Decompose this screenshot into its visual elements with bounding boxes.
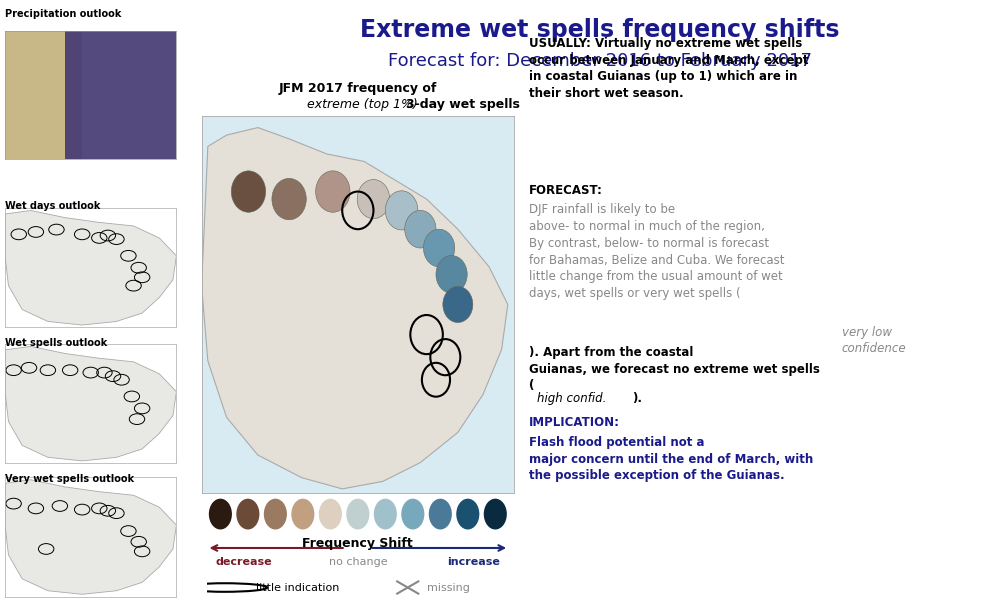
Circle shape xyxy=(316,171,350,212)
Circle shape xyxy=(401,499,424,529)
Bar xyxy=(65,31,176,159)
Text: very low
confidence: very low confidence xyxy=(842,326,906,356)
Text: DJF rainfall is likely to be
above- to normal in much of the region,
By contrast: DJF rainfall is likely to be above- to n… xyxy=(529,203,784,300)
Polygon shape xyxy=(202,127,508,489)
Bar xyxy=(5,31,83,159)
Text: 3-day wet spells: 3-day wet spells xyxy=(406,99,520,111)
Text: extreme (top 1%): extreme (top 1%) xyxy=(307,99,422,111)
Text: Wet spells outlook: Wet spells outlook xyxy=(5,338,107,348)
Text: Extreme wet spells frequency shifts: Extreme wet spells frequency shifts xyxy=(360,18,840,42)
Circle shape xyxy=(347,499,369,529)
Circle shape xyxy=(236,499,259,529)
Text: decrease: decrease xyxy=(216,557,272,567)
Text: ). Apart from the coastal
Guianas, we forecast no extreme wet spells
(: ). Apart from the coastal Guianas, we fo… xyxy=(529,346,821,392)
Text: Wet days outlook: Wet days outlook xyxy=(5,201,101,211)
Circle shape xyxy=(209,499,232,529)
Circle shape xyxy=(443,286,473,323)
Circle shape xyxy=(374,499,397,529)
Circle shape xyxy=(428,499,452,529)
Text: increase: increase xyxy=(448,557,500,567)
Text: high confid.: high confid. xyxy=(537,392,607,405)
Text: little indication: little indication xyxy=(249,583,340,592)
Text: ).: ). xyxy=(632,392,642,405)
Circle shape xyxy=(484,499,507,529)
Circle shape xyxy=(231,171,266,212)
Circle shape xyxy=(435,256,468,293)
Text: FORECAST:: FORECAST: xyxy=(529,184,603,196)
Text: Very wet spells outlook: Very wet spells outlook xyxy=(5,474,134,484)
Text: no change: no change xyxy=(329,557,387,567)
Text: Forecast for: December 2016 to February 2017: Forecast for: December 2016 to February … xyxy=(388,52,811,70)
Circle shape xyxy=(319,499,342,529)
Text: JFM 2017 frequency of: JFM 2017 frequency of xyxy=(278,82,437,95)
Text: Frequency Shift: Frequency Shift xyxy=(302,537,413,550)
Circle shape xyxy=(404,211,435,248)
Circle shape xyxy=(385,191,418,230)
Circle shape xyxy=(272,178,306,220)
Polygon shape xyxy=(5,211,176,325)
Circle shape xyxy=(357,179,390,218)
Circle shape xyxy=(264,499,287,529)
Polygon shape xyxy=(5,480,176,594)
Text: missing: missing xyxy=(427,583,471,592)
Text: IMPLICATION:: IMPLICATION: xyxy=(529,416,620,429)
Text: Precipitation outlook: Precipitation outlook xyxy=(5,9,121,19)
Text: Flash flood potential not a
major concern until the end of March, with
the possi: Flash flood potential not a major concer… xyxy=(529,436,813,482)
Circle shape xyxy=(457,499,480,529)
Text: USUALLY: Virtually no extreme wet spells
occur between January and March, except: USUALLY: Virtually no extreme wet spells… xyxy=(529,37,808,100)
Circle shape xyxy=(291,499,314,529)
Polygon shape xyxy=(5,346,176,461)
Circle shape xyxy=(423,229,455,267)
